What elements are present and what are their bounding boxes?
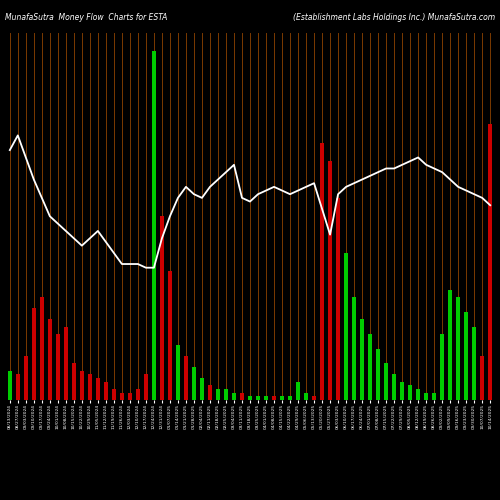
- Bar: [432, 392, 436, 400]
- Bar: [248, 396, 252, 400]
- Bar: [224, 389, 228, 400]
- Bar: [328, 161, 332, 400]
- Bar: [384, 363, 388, 400]
- Bar: [152, 51, 156, 400]
- Bar: [288, 396, 292, 400]
- Bar: [320, 143, 324, 400]
- Text: (Establishment Labs Holdings Inc.) MunafaSutra.com: (Establishment Labs Holdings Inc.) Munaf…: [293, 12, 495, 22]
- Bar: [272, 396, 276, 400]
- Bar: [216, 389, 220, 400]
- Bar: [80, 370, 84, 400]
- Bar: [472, 326, 476, 400]
- Bar: [144, 374, 148, 400]
- Bar: [376, 348, 380, 400]
- Bar: [344, 253, 348, 400]
- Bar: [264, 396, 268, 400]
- Bar: [408, 386, 412, 400]
- Bar: [280, 396, 284, 400]
- Bar: [400, 382, 404, 400]
- Bar: [120, 392, 124, 400]
- Text: MunafaSutra  Money Flow  Charts for ESTA: MunafaSutra Money Flow Charts for ESTA: [5, 12, 168, 22]
- Bar: [192, 367, 196, 400]
- Bar: [40, 297, 44, 400]
- Bar: [104, 382, 108, 400]
- Bar: [232, 392, 236, 400]
- Bar: [360, 319, 364, 400]
- Bar: [368, 334, 372, 400]
- Bar: [160, 216, 164, 400]
- Bar: [456, 297, 460, 400]
- Bar: [168, 272, 172, 400]
- Bar: [448, 290, 452, 400]
- Bar: [352, 297, 356, 400]
- Bar: [312, 396, 316, 400]
- Bar: [8, 370, 12, 400]
- Bar: [336, 198, 340, 400]
- Bar: [488, 124, 492, 400]
- Bar: [240, 392, 244, 400]
- Bar: [256, 396, 260, 400]
- Bar: [32, 308, 36, 400]
- Bar: [184, 356, 188, 400]
- Bar: [72, 363, 76, 400]
- Bar: [64, 326, 68, 400]
- Bar: [424, 392, 428, 400]
- Bar: [16, 374, 20, 400]
- Bar: [304, 392, 308, 400]
- Bar: [392, 374, 396, 400]
- Bar: [24, 356, 28, 400]
- Bar: [96, 378, 100, 400]
- Bar: [200, 378, 204, 400]
- Bar: [48, 319, 52, 400]
- Bar: [128, 392, 132, 400]
- Bar: [296, 382, 300, 400]
- Bar: [136, 389, 140, 400]
- Bar: [440, 334, 444, 400]
- Bar: [112, 389, 116, 400]
- Bar: [88, 374, 92, 400]
- Bar: [208, 386, 212, 400]
- Bar: [176, 345, 180, 400]
- Bar: [480, 356, 484, 400]
- Bar: [464, 312, 468, 400]
- Bar: [416, 389, 420, 400]
- Bar: [56, 334, 60, 400]
